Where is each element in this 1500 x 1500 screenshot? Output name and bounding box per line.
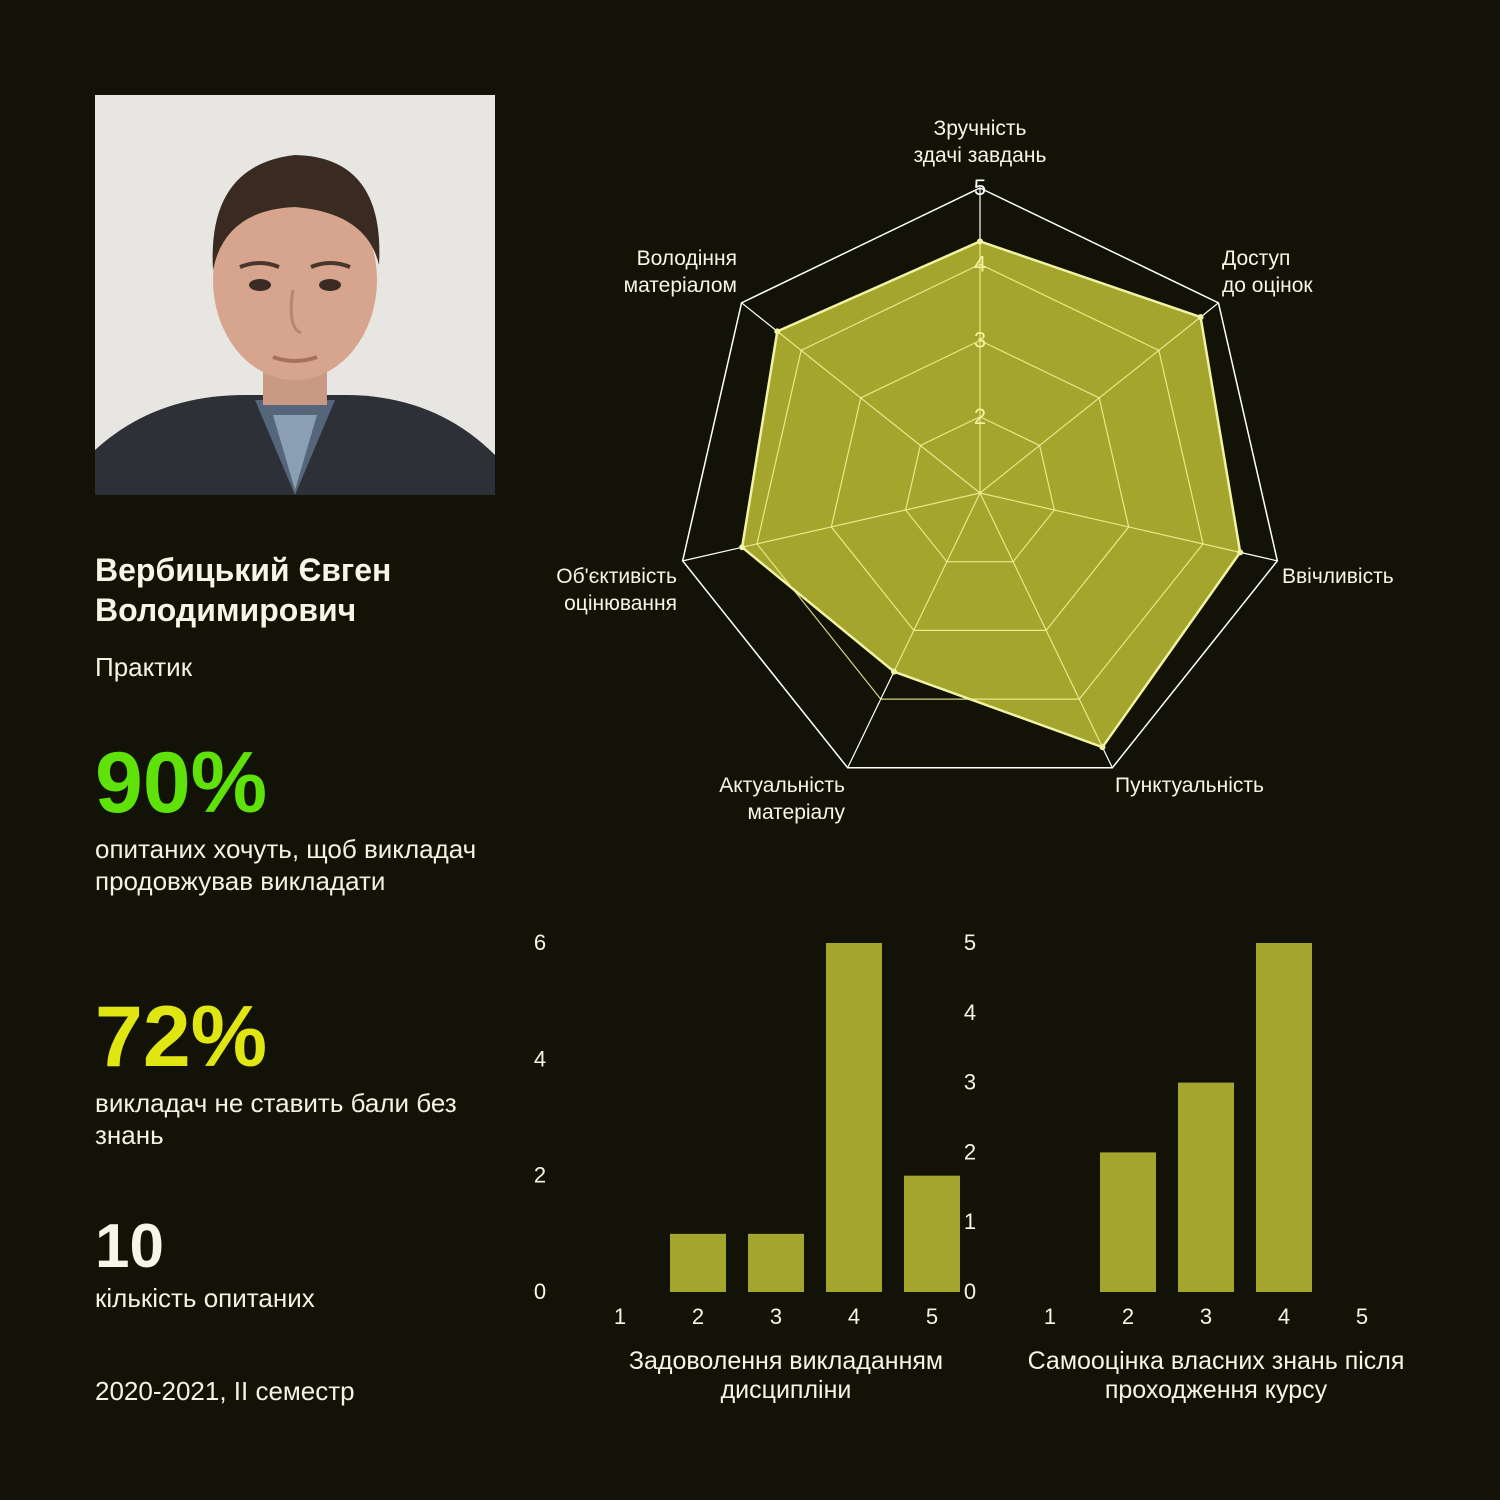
radar-spoke (979, 316, 1201, 494)
bar-x-tick-label: 4 (848, 1304, 860, 1329)
radar-spoke (979, 492, 1241, 553)
bar-1-cat-2 (670, 1233, 726, 1292)
bar-x-tick-label: 3 (1200, 1304, 1212, 1329)
radar-axis-label: оцінювання (564, 592, 677, 615)
radar-axis-label: Доступ (1222, 247, 1290, 270)
bar-y-tick-label: 2 (964, 1139, 976, 1164)
radar-data-point (1237, 549, 1244, 556)
radar-data-point (977, 238, 983, 245)
teacher-role: Практик (95, 652, 193, 682)
radar-spoke-outer (1240, 551, 1278, 562)
bar-chart-title: проходження курсу (1105, 1376, 1328, 1404)
respondents-label: кількість опитаних (95, 1283, 315, 1313)
bar-x-tick-label: 5 (1356, 1304, 1368, 1329)
radar-outer-ring (681, 187, 1279, 769)
radar-spoke-outer (682, 546, 743, 562)
radar-spoke-outer (741, 302, 778, 332)
bar-1-cat-4 (826, 943, 882, 1292)
radar-axis-label: Об'єктивість (556, 565, 677, 588)
radar-axis-label: Володіння (637, 247, 737, 270)
teacher-name-line2: Володимирович (95, 592, 357, 628)
radar-axis-label: матеріалу (748, 801, 846, 824)
bar-2-cat-3 (1178, 1082, 1234, 1292)
radar-grid-ring (756, 263, 1204, 700)
radar-spoke-outer (1200, 302, 1219, 318)
radar-data-point (1197, 314, 1204, 321)
bar-1-cat-5 (904, 1175, 960, 1292)
fair-label: викладач не ставить бали без знань (95, 1088, 457, 1150)
radar-tick-label: 2 (974, 404, 986, 429)
radar-axis-label: до оцінок (1222, 274, 1313, 297)
radar-axis-label: здачі завдань (914, 144, 1047, 167)
radar-spoke (893, 492, 981, 672)
radar-data-area (740, 240, 1242, 749)
radar-tick-label: 5 (974, 175, 986, 200)
radar-axis-label: матеріалом (624, 274, 737, 297)
bar-x-tick-label: 3 (770, 1304, 782, 1329)
bar-x-tick-label: 1 (1044, 1304, 1056, 1329)
bar-y-tick-label: 0 (534, 1279, 546, 1304)
radar-spoke (776, 330, 981, 494)
radar-grid-ring (905, 416, 1055, 563)
bar-y-tick-label: 3 (964, 1070, 976, 1095)
teacher-photo (95, 95, 495, 495)
radar-data-point (774, 328, 781, 335)
radar-data-point (1099, 744, 1106, 751)
bar-y-tick-label: 0 (964, 1279, 976, 1304)
bar-chart-title: Самооцінка власних знань після (1028, 1347, 1405, 1375)
radar-axis-label: Пунктуальність (1115, 774, 1264, 797)
fair-percent: 72% (95, 989, 268, 1085)
bar-y-tick-label: 5 (964, 930, 976, 955)
respondents-count: 10 (95, 1212, 164, 1281)
bar-chart-title: Задоволення викладанням (629, 1347, 943, 1375)
radar-spoke-outer (1101, 746, 1113, 769)
radar-tick-label: 4 (974, 251, 986, 276)
bar-2-cat-2 (1100, 1152, 1156, 1292)
bar-x-tick-label: 2 (1122, 1304, 1134, 1329)
bar-x-tick-label: 1 (614, 1304, 626, 1329)
bar-y-tick-label: 4 (534, 1046, 546, 1071)
continue-percent: 90% (95, 735, 268, 831)
radar-axis-label: Ввічливість (1282, 565, 1394, 588)
radar-spoke (979, 492, 1103, 748)
radar-spoke-outer (847, 671, 895, 769)
radar-data-point (739, 544, 746, 551)
radar-tick-label: 3 (974, 328, 986, 353)
bar-y-tick-label: 4 (964, 1000, 976, 1025)
bar-2-cat-4 (1256, 943, 1312, 1292)
bar-chart-title: дисципліни (721, 1376, 852, 1404)
radar-axis-label: Актуальність (719, 774, 845, 797)
bar-y-tick-label: 2 (534, 1163, 546, 1188)
bar-1-cat-3 (748, 1233, 804, 1292)
bar-y-tick-label: 6 (534, 930, 546, 955)
bar-x-tick-label: 5 (926, 1304, 938, 1329)
bar-x-tick-label: 2 (692, 1304, 704, 1329)
bar-y-tick-label: 1 (964, 1209, 976, 1234)
semester-label: 2020-2021, II семестр (95, 1376, 355, 1406)
radar-axis-label: Зручність (934, 117, 1027, 140)
teacher-name-line1: Вербицький Євген (95, 552, 392, 588)
radar-data-point (890, 668, 897, 675)
radar-grid-ring (830, 339, 1130, 631)
continue-label: опитаних хочуть, щоб викладач продовжува… (95, 834, 477, 896)
teacher-name: Вербицький Євген Володимирович (95, 550, 515, 630)
radar-spoke (741, 492, 981, 548)
bar-x-tick-label: 4 (1278, 1304, 1290, 1329)
